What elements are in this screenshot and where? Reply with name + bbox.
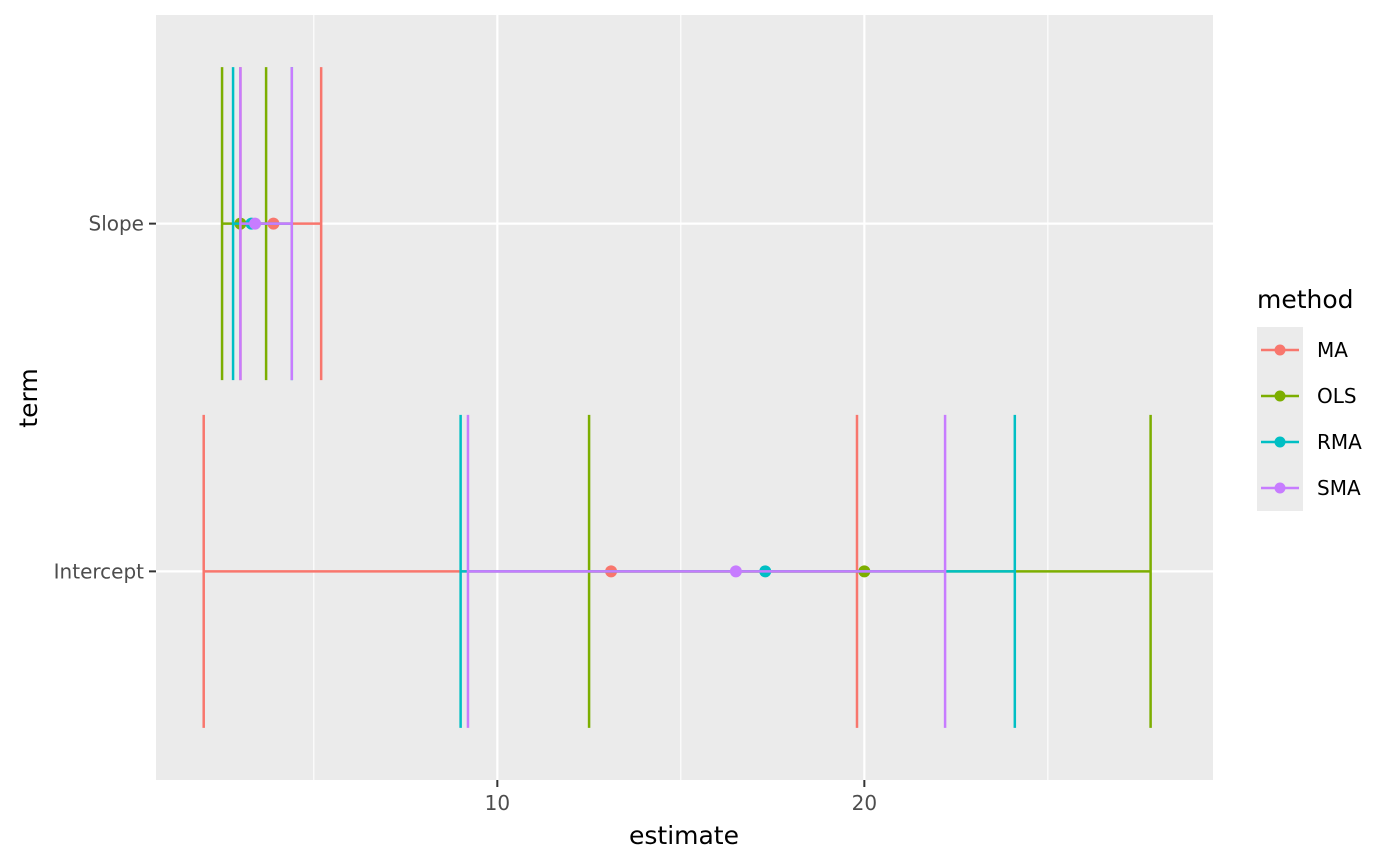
legend-key-point bbox=[1274, 344, 1286, 356]
legend-item-sma: SMA bbox=[1261, 476, 1361, 500]
legend-key-point bbox=[1274, 436, 1286, 448]
legend-label: RMA bbox=[1317, 430, 1362, 454]
series-marks bbox=[202, 67, 1152, 728]
y-axis-title: term bbox=[14, 368, 43, 427]
legend-item-rma: RMA bbox=[1261, 430, 1362, 454]
legend-label: SMA bbox=[1317, 476, 1361, 500]
series-sma bbox=[239, 67, 947, 728]
legend-item-ols: OLS bbox=[1261, 384, 1357, 408]
legend-key-background bbox=[1257, 327, 1303, 511]
y-axis: Intercept Slope bbox=[54, 212, 156, 583]
legend-key-point bbox=[1274, 482, 1286, 494]
y-tick-label: Slope bbox=[89, 212, 145, 236]
legend-items: MA OLS RMA SMA bbox=[1261, 338, 1362, 500]
x-tick-label: 10 bbox=[485, 791, 510, 815]
legend-key-point bbox=[1274, 390, 1286, 402]
legend: method MA OLS RMA SMA bbox=[1257, 285, 1362, 511]
x-axis: 10 20 bbox=[485, 780, 877, 815]
legend-item-ma: MA bbox=[1261, 338, 1348, 362]
estimate-point bbox=[249, 217, 262, 230]
plot-panel bbox=[156, 15, 1213, 780]
estimate-point bbox=[729, 565, 742, 578]
y-tick-label: Intercept bbox=[54, 559, 145, 583]
legend-label: OLS bbox=[1317, 384, 1357, 408]
x-tick-label: 20 bbox=[852, 791, 877, 815]
legend-title: method bbox=[1257, 285, 1354, 314]
legend-label: MA bbox=[1317, 338, 1348, 362]
x-axis-title: estimate bbox=[629, 821, 739, 850]
minor-gridlines bbox=[313, 15, 1049, 780]
